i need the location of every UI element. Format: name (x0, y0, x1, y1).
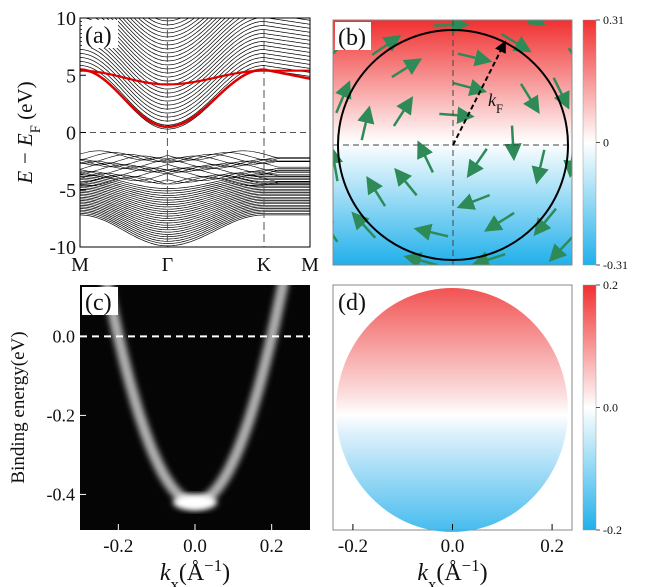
spin-disc (336, 288, 568, 532)
band (80, 54, 310, 114)
label-part: F (28, 125, 44, 133)
y-tick-label: -0.2 (47, 405, 76, 425)
figure: -10-50510MΓKME − EF (eV)(a)kF-0.3100.31(… (0, 0, 653, 587)
y-tick-label: -0.4 (47, 484, 76, 504)
label-part: E − E (13, 133, 37, 184)
label-part: (eV) (13, 81, 37, 125)
band (80, 168, 310, 177)
label-part: (Å (179, 560, 205, 586)
label-part: F (496, 102, 503, 116)
colorbar (583, 285, 596, 530)
spin-arrow (434, 25, 466, 26)
x-tick-label: 0.0 (441, 536, 465, 557)
band (80, 70, 310, 130)
label-part: −1 (462, 556, 480, 575)
label-part: ) (222, 560, 230, 586)
label-part: k (160, 560, 171, 586)
y-tick-label: 10 (56, 8, 76, 30)
colorbar-tick-label: 0 (603, 136, 609, 150)
spin-arrow (384, 0, 414, 11)
band (80, 0, 310, 17)
y-tick-label: 0.0 (53, 326, 76, 346)
spin-arrow (363, 266, 391, 282)
band (80, 0, 310, 9)
colorbar-tick-label: -0.2 (603, 523, 622, 537)
panel-label: (b) (338, 25, 366, 51)
label-part: −1 (204, 556, 222, 575)
band (80, 151, 310, 160)
y-tick-label: 0 (66, 123, 76, 145)
y-tick-label: 5 (66, 65, 76, 87)
label-part: (Å (436, 560, 462, 586)
spin-arrow (302, 150, 307, 182)
panel-label: (a) (85, 23, 112, 49)
x-tick-label: 0.2 (260, 536, 284, 557)
x-tick-label: -0.2 (338, 536, 368, 557)
kpoint-label: M (301, 254, 319, 276)
y-axis-label: Binding energy(eV) (8, 331, 29, 483)
kpoint-label: M (71, 254, 89, 276)
bottom-glow (173, 494, 217, 510)
colorbar (583, 20, 596, 265)
x-tick-label: 0.0 (183, 536, 207, 557)
x-tick-label: 0.2 (540, 536, 564, 557)
band (80, 173, 310, 182)
kpoint-label: K (257, 254, 272, 276)
x-tick-label: -0.2 (103, 536, 133, 557)
band (80, 0, 310, 5)
x-axis-label: kx(Å−1) (417, 556, 487, 587)
band (80, 159, 310, 168)
label-part: ) (480, 560, 488, 586)
y-tick-label: -5 (59, 180, 76, 202)
kpoint-label: Γ (162, 254, 174, 276)
band (80, 0, 310, 13)
colorbar-tick-label: 0.31 (603, 13, 624, 27)
panel-label: (d) (338, 290, 366, 316)
y-axis-label: E − EF (eV) (13, 81, 44, 184)
band (80, 0, 310, 1)
colorbar-tick-label: 0.2 (603, 278, 618, 292)
colorbar-tick-label: -0.31 (603, 258, 628, 272)
band (80, 50, 310, 110)
colorbar-tick-label: 0.0 (603, 401, 618, 415)
x-axis-label: kx(Å−1) (160, 556, 230, 587)
label-part: k (417, 560, 428, 586)
panel-label: (c) (85, 290, 112, 316)
